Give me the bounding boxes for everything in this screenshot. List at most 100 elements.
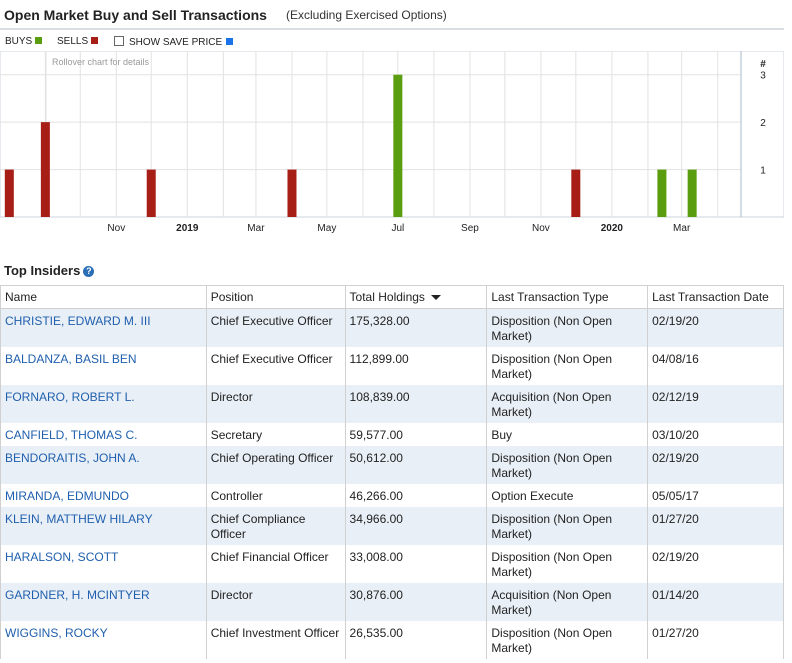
table-row: GARDNER, H. MCINTYER Director 30,876.00 Acq… <box>0 582 784 621</box>
insider-holdings: 33,008.00 <box>349 549 403 564</box>
insider-position: Chief Executive Officer <box>210 314 333 328</box>
insider-holdings: 59,577.00 <box>349 427 403 442</box>
y-axis-ticks: 1 2 3 <box>760 71 766 177</box>
insider-name-link[interactable]: BALDANZA, BASIL BEN <box>5 351 137 366</box>
help-icon[interactable]: ? <box>83 266 95 277</box>
insider-position-cell: Chief Executive Officer <box>205 308 346 347</box>
insider-transaction-type: Disposition (Non Open Market) <box>491 625 613 655</box>
insider-transaction-type-cell: Disposition (Non Open Market) <box>486 346 649 385</box>
buy-bar-2[interactable] <box>687 169 697 217</box>
plot-frame <box>0 51 784 218</box>
column-header-position[interactable]: Position <box>205 285 346 309</box>
column-header-type[interactable]: Last Transaction Type <box>486 285 649 309</box>
insider-holdings-cell: 108,839.00 <box>344 384 488 423</box>
insider-transaction-date: 05/05/17 <box>652 488 699 503</box>
table-row: HARALSON, SCOTT Chief Financial Officer 33… <box>0 544 784 583</box>
insider-holdings-cell: 59,577.00 <box>344 422 488 446</box>
grid-lines <box>0 51 741 217</box>
insider-holdings: 108,839.00 <box>349 389 410 404</box>
insider-holdings: 46,266.00 <box>349 488 403 503</box>
insider-holdings: 175,328.00 <box>349 314 410 328</box>
save-price-label: SHOW SAVE PRICE <box>129 37 223 48</box>
insider-transaction-date: 02/19/20 <box>652 450 699 465</box>
sell-bar-3[interactable] <box>287 169 297 217</box>
insider-transaction-date-cell: 05/05/17 <box>647 483 784 507</box>
insider-name-link-cell: CANFIELD, THOMAS C. <box>0 422 207 446</box>
column-header-holdings[interactable]: Total Holdings <box>344 285 488 309</box>
buy-bar-1[interactable] <box>657 169 667 217</box>
insider-transaction-type-cell: Disposition (Non Open Market) <box>486 544 649 583</box>
table-row: BALDANZA, BASIL BEN Chief Executive Offic… <box>0 346 784 385</box>
insider-transaction-date-cell: 01/27/20 <box>647 506 784 545</box>
sell-bar-4[interactable] <box>571 169 581 217</box>
insider-name-link-cell: GARDNER, H. MCINTYER <box>0 582 207 621</box>
column-header-name[interactable]: Name <box>0 285 207 309</box>
y-tick-label-0: 1 <box>760 166 766 177</box>
insider-transaction-date-cell: 04/08/16 <box>647 346 784 385</box>
insider-transaction-date: 02/12/19 <box>652 389 699 404</box>
insiders-title: Top Insiders? <box>4 263 95 278</box>
insider-name-link[interactable]: CANFIELD, THOMAS C. <box>5 427 138 442</box>
y-axis-label: # <box>760 59 766 70</box>
insider-position-cell: Chief Executive Officer <box>205 346 346 385</box>
insider-transaction-date: 03/10/20 <box>652 427 699 442</box>
insider-name-link-cell: KLEIN, MATTHEW HILARY <box>0 506 207 545</box>
column-header-date[interactable]: Last Transaction Date <box>647 285 784 309</box>
insider-holdings: 50,612.00 <box>349 450 403 465</box>
table-row: KLEIN, MATTHEW HILARY Chief Compliance Of… <box>0 506 784 545</box>
insider-holdings-cell: 50,612.00 <box>344 445 488 484</box>
table-row: CANFIELD, THOMAS C. Secretary 59,577.00 Buy… <box>0 422 784 446</box>
x-tick-label-5: Sep <box>461 223 479 234</box>
insider-transaction-type: Acquisition (Non Open Market) <box>491 587 612 617</box>
sell-bar-0[interactable] <box>4 169 14 217</box>
buy-bar-0[interactable] <box>393 74 403 217</box>
insiders-table: Name Position Total Holdings Last Transa… <box>0 285 784 659</box>
insider-name-link[interactable]: HARALSON, SCOTT <box>5 549 119 564</box>
insider-holdings: 30,876.00 <box>349 587 403 602</box>
insider-transaction-date-cell: 03/10/20 <box>647 422 784 446</box>
insider-transaction-date: 01/27/20 <box>652 511 699 526</box>
insider-name-link[interactable]: CHRISTIE, EDWARD M. III <box>5 314 151 328</box>
table-row: FORNARO, ROBERT L. Director 108,839.00 Acqu… <box>0 384 784 423</box>
insider-name-link[interactable]: BENDORAITIS, JOHN A. <box>5 450 140 465</box>
insider-name-link-cell: WIGGINS, ROCKY <box>0 620 207 659</box>
insider-transaction-type-cell: Disposition (Non Open Market) <box>486 445 649 484</box>
insider-position: Chief Financial Officer <box>210 549 329 564</box>
save-price-toggle[interactable]: SHOW SAVE PRICE <box>114 36 234 48</box>
insider-transaction-type: Disposition (Non Open Market) <box>491 450 613 480</box>
table-row: WIGGINS, ROCKY Chief Investment Officer 26… <box>0 620 784 659</box>
x-axis-ticks: Nov 2019 Mar May Jul Sep Nov 2020 Mar <box>107 223 691 234</box>
insider-name-link[interactable]: MIRANDA, EDMUNDO <box>5 488 130 503</box>
insider-transaction-type: Buy <box>491 427 513 442</box>
save-price-checkbox[interactable] <box>114 36 124 46</box>
insider-position-cell: Chief Financial Officer <box>205 544 346 583</box>
table-header-row: Name Position Total Holdings Last Transa… <box>0 285 784 309</box>
insider-name-link-cell: BENDORAITIS, JOHN A. <box>0 445 207 484</box>
insider-name-link[interactable]: WIGGINS, ROCKY <box>5 625 108 640</box>
insider-transaction-date: 01/14/20 <box>652 587 699 602</box>
bars[interactable] <box>4 74 697 217</box>
insider-name-link[interactable]: KLEIN, MATTHEW HILARY <box>5 511 153 526</box>
insider-position-cell: Chief Investment Officer <box>205 620 346 659</box>
insider-holdings: 34,966.00 <box>349 511 403 526</box>
insider-name-link-cell: BALDANZA, BASIL BEN <box>0 346 207 385</box>
insider-transaction-type-cell: Disposition (Non Open Market) <box>486 620 649 659</box>
x-tick-label-4: Jul <box>391 223 404 234</box>
insider-name-link[interactable]: GARDNER, H. MCINTYER <box>5 587 150 602</box>
insider-transaction-type: Disposition (Non Open Market) <box>491 549 613 579</box>
insider-position: Chief Compliance Officer <box>210 511 306 541</box>
transactions-chart[interactable]: Rollover chart for details # 1 2 3 Nov 2019… <box>0 51 784 241</box>
insider-transaction-type-cell: Buy <box>486 422 649 446</box>
insider-position: Director <box>210 587 253 602</box>
sort-desc-icon <box>430 295 441 300</box>
insider-position-cell: Director <box>205 384 346 423</box>
insider-position: Controller <box>210 488 263 503</box>
insider-transaction-type: Option Execute <box>491 488 574 503</box>
sell-bar-2[interactable] <box>146 169 156 217</box>
sell-bar-1[interactable] <box>40 122 50 217</box>
insider-name-link-cell: MIRANDA, EDMUNDO <box>0 483 207 507</box>
insider-name-link[interactable]: FORNARO, ROBERT L. <box>5 389 135 404</box>
insider-position: Chief Operating Officer <box>210 450 334 465</box>
insider-holdings-cell: 112,899.00 <box>344 346 488 385</box>
insider-name-link-cell: FORNARO, ROBERT L. <box>0 384 207 423</box>
